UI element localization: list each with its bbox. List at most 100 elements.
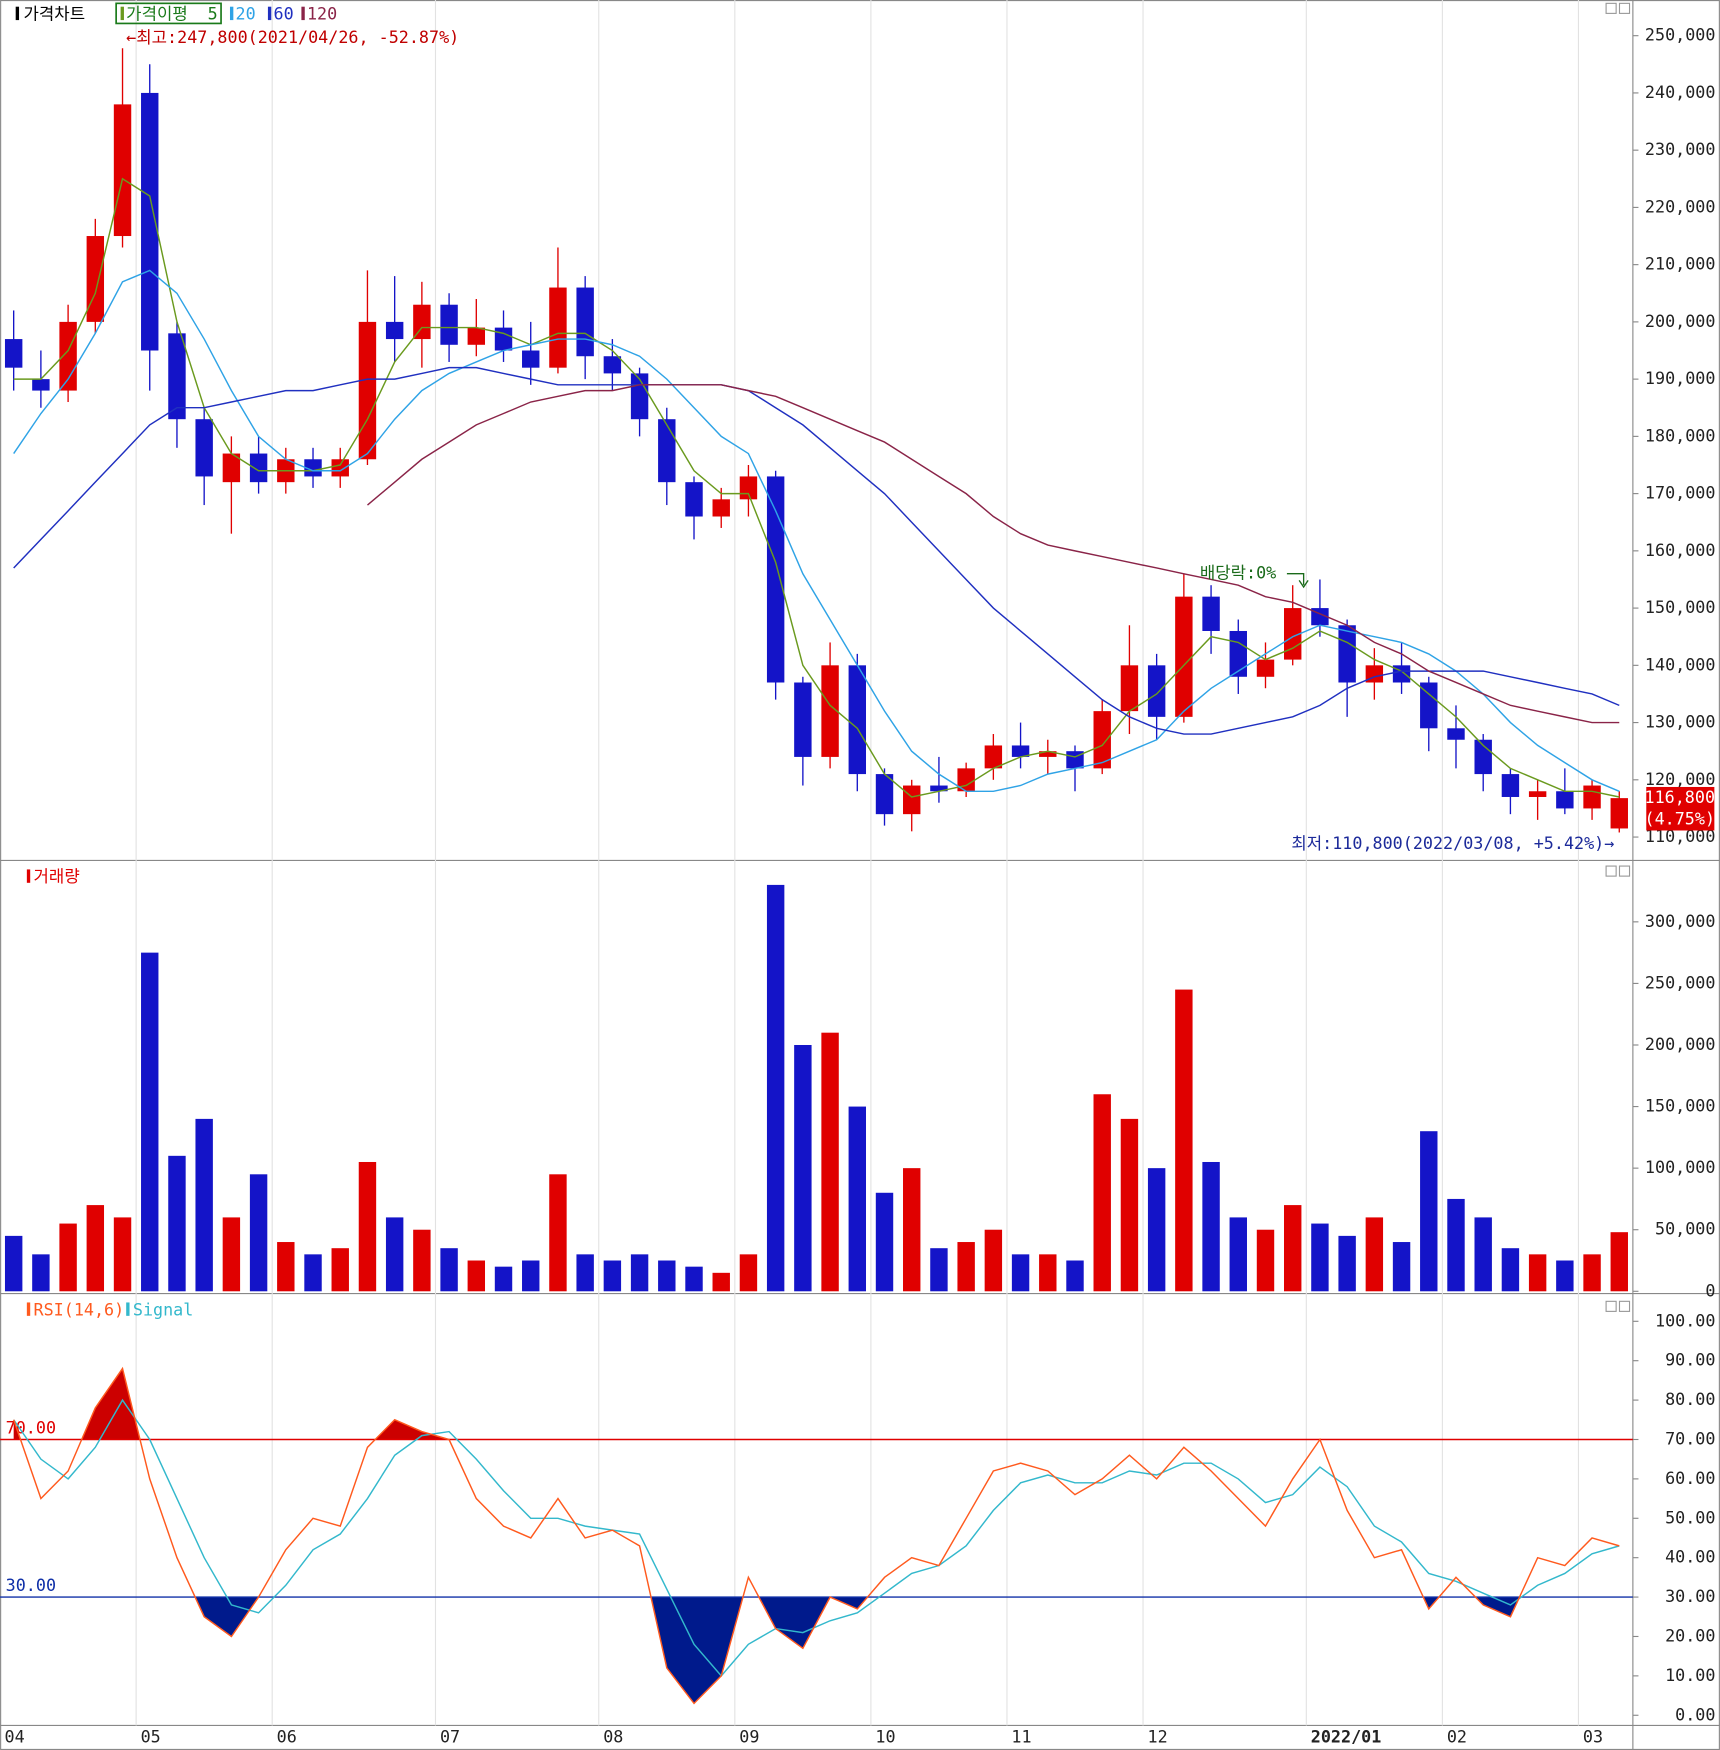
y-tick-label: 140,000 xyxy=(1645,654,1716,674)
candle-body xyxy=(32,379,50,391)
volume-bar xyxy=(1311,1223,1329,1292)
minimize-button[interactable] xyxy=(1605,865,1617,877)
candle-body xyxy=(848,665,867,775)
volume-bar xyxy=(331,1248,349,1292)
volume-bar xyxy=(739,1254,758,1292)
last-change: (4.75%) xyxy=(1644,808,1715,828)
indicator-line xyxy=(12,1366,1620,1705)
legend-marker xyxy=(267,6,272,21)
volume-bar xyxy=(277,1242,295,1292)
close-button[interactable] xyxy=(1618,1300,1631,1312)
volume-bar xyxy=(1583,1254,1601,1292)
legend-marker xyxy=(15,6,20,21)
candle-body xyxy=(522,350,540,368)
minimize-button[interactable] xyxy=(1605,2,1617,14)
annotation: 최저:110,800(2022/03/08, +5.42%)→ xyxy=(1291,833,1614,853)
volume-bar xyxy=(1039,1254,1057,1292)
volume-bar xyxy=(1202,1161,1220,1292)
legend-label: 5 xyxy=(208,4,218,24)
y-tick-label: 80.00 xyxy=(1665,1389,1715,1409)
volume-bar xyxy=(1528,1254,1547,1292)
moving-average-line xyxy=(367,384,1620,724)
volume-bar xyxy=(440,1248,458,1292)
y-tick-label: 50,000 xyxy=(1655,1219,1715,1239)
volume-bar xyxy=(957,1242,975,1292)
x-tick-label: 11 xyxy=(1011,1727,1031,1747)
volume-bar xyxy=(1256,1229,1275,1292)
legend-title: 가격이평 xyxy=(126,4,188,24)
volume-bar xyxy=(930,1248,948,1292)
x-tick-label: 2022/01 xyxy=(1311,1727,1382,1747)
volume-bar xyxy=(1420,1131,1438,1292)
y-tick-label: 230,000 xyxy=(1645,139,1716,159)
candle-body xyxy=(4,339,23,368)
annotation-arrow xyxy=(1286,572,1309,589)
candle-body xyxy=(1284,608,1302,660)
y-tick-label: 40.00 xyxy=(1665,1547,1715,1567)
volume-bar xyxy=(848,1106,867,1292)
moving-average-line xyxy=(13,177,1620,798)
legend-marker xyxy=(126,1302,130,1316)
volume-bar xyxy=(766,884,785,1292)
window-buttons xyxy=(1605,2,1631,1312)
last-price: 116,800 xyxy=(1644,787,1715,807)
candle-body xyxy=(1011,745,1030,757)
volume-bar xyxy=(1229,1217,1247,1292)
y-tick-label: 70.00 xyxy=(1665,1428,1715,1448)
volume-bar xyxy=(658,1260,676,1292)
candle-body xyxy=(249,453,268,483)
candle-body xyxy=(59,321,77,391)
legend-label: 120 xyxy=(307,4,337,24)
volume-bar xyxy=(1501,1248,1520,1292)
legend-marker xyxy=(26,1302,31,1316)
candle-body xyxy=(1447,728,1465,740)
x-tick-label: 10 xyxy=(875,1727,895,1747)
volume-bar xyxy=(59,1223,77,1292)
volume-bar xyxy=(1365,1217,1384,1292)
candle-body xyxy=(1528,791,1547,797)
volume-bar xyxy=(630,1254,649,1292)
volume-bar xyxy=(1120,1118,1139,1292)
candle-body xyxy=(1147,665,1166,717)
annotation: 배당락:0% xyxy=(1200,563,1276,583)
candle-body xyxy=(440,304,458,345)
candle-body xyxy=(1610,798,1628,829)
candle-body xyxy=(331,459,349,477)
legend-marker xyxy=(120,6,124,21)
x-tick-label: 04 xyxy=(5,1727,25,1747)
x-tick-label: 06 xyxy=(277,1727,297,1747)
volume-bar xyxy=(576,1254,594,1292)
legend-label: 20 xyxy=(236,4,256,24)
x-tick-label: 02 xyxy=(1447,1727,1467,1747)
legend-box xyxy=(115,2,222,25)
close-button[interactable] xyxy=(1618,865,1631,877)
volume-bar xyxy=(712,1272,730,1292)
moving-average-line xyxy=(13,269,1620,793)
volume-bar xyxy=(413,1229,431,1292)
candle-body xyxy=(821,665,839,757)
candle-body xyxy=(467,327,486,345)
x-tick-label: 05 xyxy=(141,1727,161,1747)
volume-bar xyxy=(1175,989,1193,1292)
volume-bar xyxy=(1066,1260,1084,1292)
candle-body xyxy=(1120,665,1139,712)
candle-body xyxy=(385,321,404,340)
candle-body xyxy=(658,419,676,483)
candle-body xyxy=(685,482,703,517)
x-tick-label: 03 xyxy=(1583,1727,1603,1747)
candle-body xyxy=(712,499,730,517)
y-tick-label: 190,000 xyxy=(1645,368,1716,388)
y-tick-label: 200,000 xyxy=(1645,311,1716,331)
y-tick-label: 90.00 xyxy=(1665,1350,1715,1370)
candle-body xyxy=(1556,791,1574,809)
legend-label: Signal xyxy=(133,1299,193,1319)
volume-bar xyxy=(168,1155,186,1292)
candle-body xyxy=(1175,596,1193,717)
candle-body xyxy=(984,745,1003,769)
minimize-button[interactable] xyxy=(1605,1300,1617,1312)
close-button[interactable] xyxy=(1618,2,1631,14)
y-tick-label: 130,000 xyxy=(1645,712,1716,732)
candle-body xyxy=(739,476,758,500)
moving-average-line xyxy=(13,366,1620,735)
